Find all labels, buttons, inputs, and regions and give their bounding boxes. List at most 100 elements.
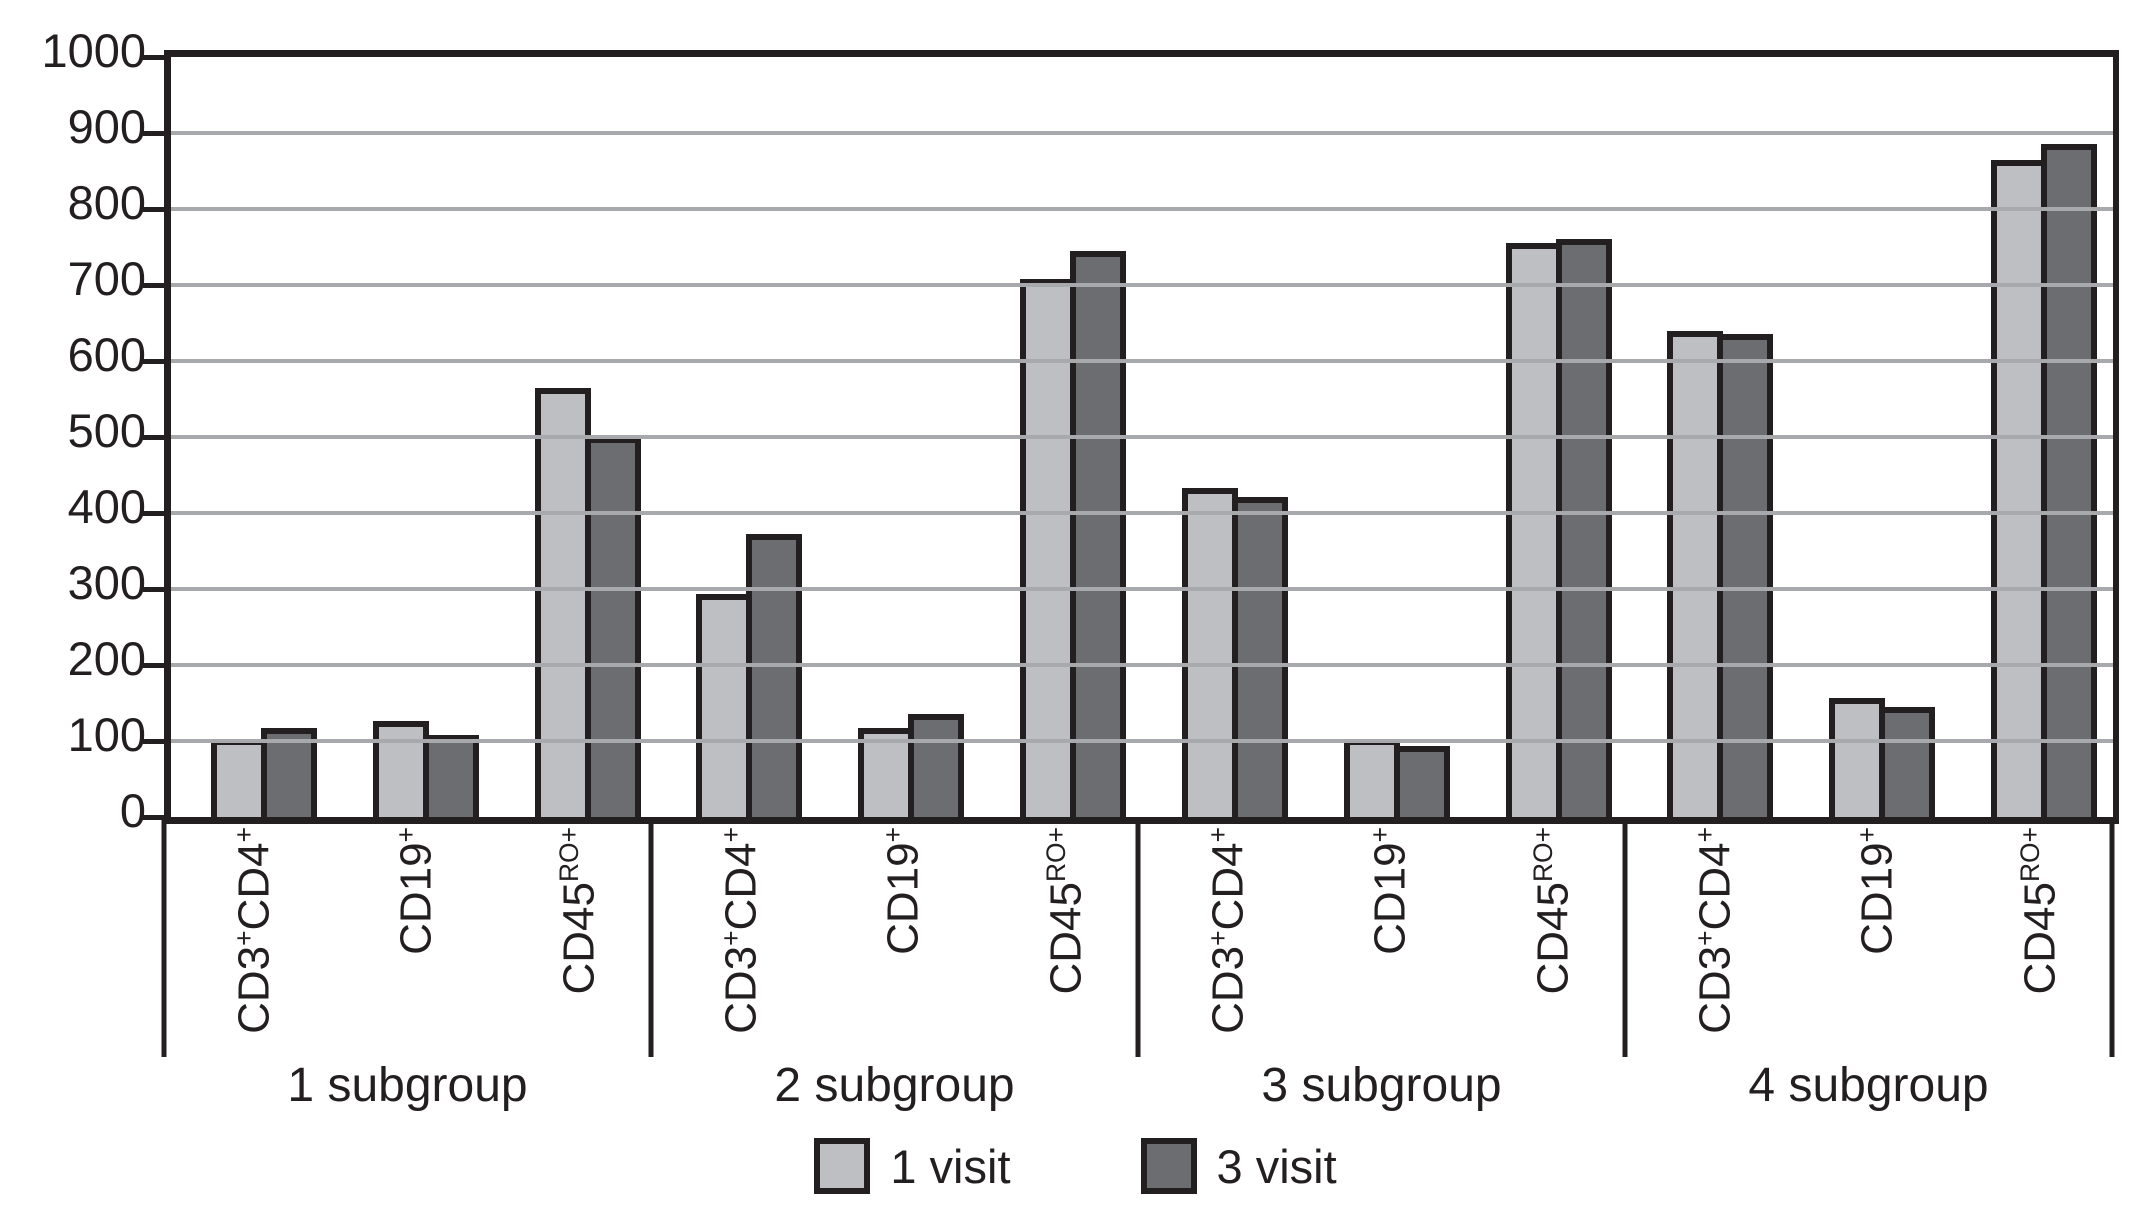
y-axis-tick xyxy=(143,130,164,136)
subgroup-2 xyxy=(657,57,1143,817)
y-axis-tick xyxy=(143,738,164,744)
label-text: CD3 xyxy=(229,945,279,1034)
category-slot: CD45RO+ xyxy=(976,817,1138,1057)
category-label: CD45RO+ xyxy=(1040,827,1091,995)
legend-swatch xyxy=(1140,1138,1197,1194)
subgroup-divider xyxy=(161,817,167,1057)
y-tick-label: 0 xyxy=(119,784,146,837)
superscript: + xyxy=(229,827,260,843)
bar-pair-slot xyxy=(1951,57,2113,817)
category-label: CD19+ xyxy=(391,827,441,955)
y-tick-label: 1000 xyxy=(41,24,146,77)
bar-pair xyxy=(372,721,479,817)
y-tick-label: 600 xyxy=(67,328,146,381)
bar-pair xyxy=(1667,331,1774,817)
bar-pair-slot xyxy=(1789,57,1951,817)
y-axis-tick xyxy=(143,206,164,212)
y-axis-tick xyxy=(143,662,164,668)
superscript: + xyxy=(716,827,747,843)
category-slot: CD19+ xyxy=(1787,817,1949,1057)
label-text: CD3 xyxy=(1690,945,1740,1034)
bar-1-visit xyxy=(534,388,591,817)
plot-area xyxy=(143,50,2119,824)
category-slot: CD3+CD4+ xyxy=(164,817,326,1057)
bar-pair-slot xyxy=(1142,57,1304,817)
category-label: CD45RO+ xyxy=(2014,827,2065,995)
bar-1-visit xyxy=(1343,739,1400,817)
bar-1-visit xyxy=(1667,331,1724,817)
legend-label: 3 visit xyxy=(1216,1139,1337,1193)
superscript: + xyxy=(1690,827,1721,843)
y-tick-label: 700 xyxy=(67,252,146,305)
subgroup-divider xyxy=(2109,817,2115,1057)
superscript: + xyxy=(229,930,260,946)
subgroup-4 xyxy=(1628,57,2114,817)
subgroup-label: 2 subgroup xyxy=(774,1059,1015,1112)
category-label-anchor: CD45RO+ xyxy=(2015,827,2151,995)
gridline xyxy=(171,663,2113,667)
y-tick-label: 400 xyxy=(67,480,146,533)
y-axis-tick xyxy=(143,434,164,440)
subgroup-3 xyxy=(1142,57,1628,817)
category-slot: CD3+CD4+ xyxy=(1138,817,1300,1057)
bar-3-visit xyxy=(746,534,803,817)
bar-pair-slot xyxy=(495,57,657,817)
bar-1-visit xyxy=(696,594,753,817)
gridline xyxy=(171,511,2113,515)
category-cell: CD3+CD4+ CD19+ CD45RO+ xyxy=(1138,817,1625,1057)
bar-pair-slot xyxy=(1466,57,1628,817)
gridline xyxy=(171,359,2113,363)
y-tick-label: 500 xyxy=(67,404,146,457)
bar-pair-slot xyxy=(333,57,495,817)
subgroup-divider xyxy=(648,817,654,1057)
bar-pair xyxy=(858,714,965,817)
superscript: + xyxy=(1203,930,1234,946)
bar-pair xyxy=(1181,488,1288,817)
category-slot: CD19+ xyxy=(1300,817,1462,1057)
legend: 1 visit 3 visit xyxy=(0,1138,2151,1194)
category-label: CD45RO+ xyxy=(553,827,604,995)
superscript: + xyxy=(391,827,422,843)
y-axis-tick xyxy=(143,358,164,364)
bar-3-visit xyxy=(1070,251,1127,817)
y-tick-label: 200 xyxy=(67,632,146,685)
bar-3-visit xyxy=(1393,746,1450,817)
bar-3-visit xyxy=(2041,144,2098,817)
subgroup-label: 1 subgroup xyxy=(287,1059,528,1112)
legend-swatch xyxy=(814,1138,871,1194)
bar-pair xyxy=(696,534,803,817)
y-tick-label: 300 xyxy=(67,556,146,609)
category-label: CD3+CD4+ xyxy=(229,827,279,1034)
gridline xyxy=(171,587,2113,591)
label-text: CD3 xyxy=(716,945,766,1034)
superscript: RO+ xyxy=(1527,827,1558,882)
label-text: CD4 xyxy=(716,842,766,931)
superscript: RO+ xyxy=(1040,827,1071,882)
bar-pair-slot xyxy=(1628,57,1790,817)
y-tick-label: 900 xyxy=(67,100,146,153)
label-text: CD19 xyxy=(1366,842,1416,955)
subgroup-1 xyxy=(171,57,657,817)
bar-1-visit xyxy=(210,739,267,817)
bar-1-visit xyxy=(1991,160,2048,817)
superscript: + xyxy=(1365,827,1396,843)
category-cell: CD3+CD4+ CD19+ CD45RO+ xyxy=(1625,817,2112,1057)
superscript: RO+ xyxy=(553,827,584,882)
label-text: CD19 xyxy=(1853,842,1903,955)
subgroup-label: 4 subgroup xyxy=(1748,1059,1989,1112)
bar-pair xyxy=(1343,739,1450,817)
superscript: + xyxy=(878,827,909,843)
category-label: CD45RO+ xyxy=(1527,827,1578,995)
superscript: RO+ xyxy=(2014,827,2045,882)
superscript: + xyxy=(1852,827,1883,843)
y-axis-tick xyxy=(143,814,164,820)
bar-3-visit xyxy=(1231,497,1288,817)
category-label: CD19+ xyxy=(1852,827,1903,955)
bar-pair xyxy=(1505,239,1612,817)
superscript: + xyxy=(1203,827,1234,843)
bar-pair-slot xyxy=(657,57,819,817)
y-tick-label: 100 xyxy=(67,708,146,761)
bar-3-visit xyxy=(422,735,479,817)
label-text: CD45 xyxy=(554,882,604,995)
